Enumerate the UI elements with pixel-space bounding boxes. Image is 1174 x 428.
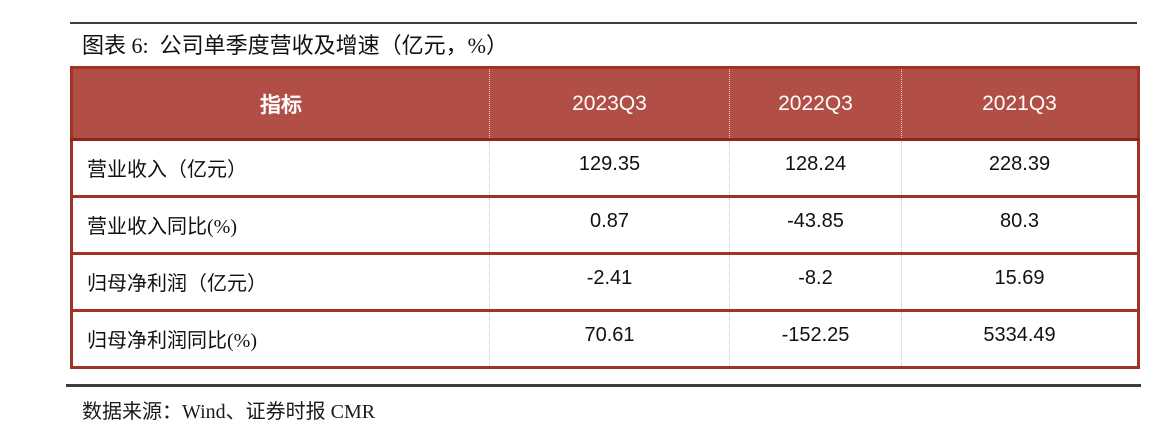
quarterly-financials-table: 指标 2023Q3 2022Q3 2021Q3 营业收入（亿元） 129.35 … <box>70 66 1140 369</box>
table-row-revenue: 营业收入（亿元） 129.35 128.24 228.39 <box>71 138 1139 197</box>
cell-revenue-yoy-2022q3: -43.85 <box>729 195 902 254</box>
figure-title: 图表 6: 公司单季度营收及增速（亿元，%） <box>82 33 508 58</box>
bottom-rule-divider <box>66 384 1141 387</box>
cell-revenue-2021q3: 228.39 <box>901 138 1139 197</box>
cell-revenue-yoy-2023q3: 0.87 <box>489 195 730 254</box>
column-header-2021q3: 2021Q3 <box>901 67 1139 141</box>
cell-net-profit-2023q3: -2.41 <box>489 252 730 311</box>
table-row-revenue-yoy: 营业收入同比(%) 0.87 -43.85 80.3 <box>71 195 1139 254</box>
cell-net-profit-yoy-2023q3: 70.61 <box>489 309 730 368</box>
cell-revenue-2023q3: 129.35 <box>489 138 730 197</box>
table-row-net-profit: 归母净利润（亿元） -2.41 -8.2 15.69 <box>71 252 1139 311</box>
cell-revenue-2022q3: 128.24 <box>729 138 902 197</box>
column-header-indicator: 指标 <box>71 67 490 141</box>
data-source-note: 数据来源：Wind、证券时报 CMR <box>82 401 376 423</box>
table-row-net-profit-yoy: 归母净利润同比(%) 70.61 -152.25 5334.49 <box>71 309 1139 368</box>
cell-net-profit-yoy-2021q3: 5334.49 <box>901 309 1139 368</box>
top-rule-divider <box>70 22 1137 24</box>
cell-net-profit-yoy-2022q3: -152.25 <box>729 309 902 368</box>
row-label-revenue-yoy: 营业收入同比(%) <box>71 195 490 254</box>
row-label-net-profit-yoy: 归母净利润同比(%) <box>71 309 490 368</box>
row-label-net-profit: 归母净利润（亿元） <box>71 252 490 311</box>
row-label-revenue: 营业收入（亿元） <box>71 138 490 197</box>
column-header-2022q3: 2022Q3 <box>729 67 902 141</box>
column-header-2023q3: 2023Q3 <box>489 67 730 141</box>
cell-net-profit-2022q3: -8.2 <box>729 252 902 311</box>
cell-net-profit-2021q3: 15.69 <box>901 252 1139 311</box>
cell-revenue-yoy-2021q3: 80.3 <box>901 195 1139 254</box>
table-header-row: 指标 2023Q3 2022Q3 2021Q3 <box>71 67 1139 141</box>
